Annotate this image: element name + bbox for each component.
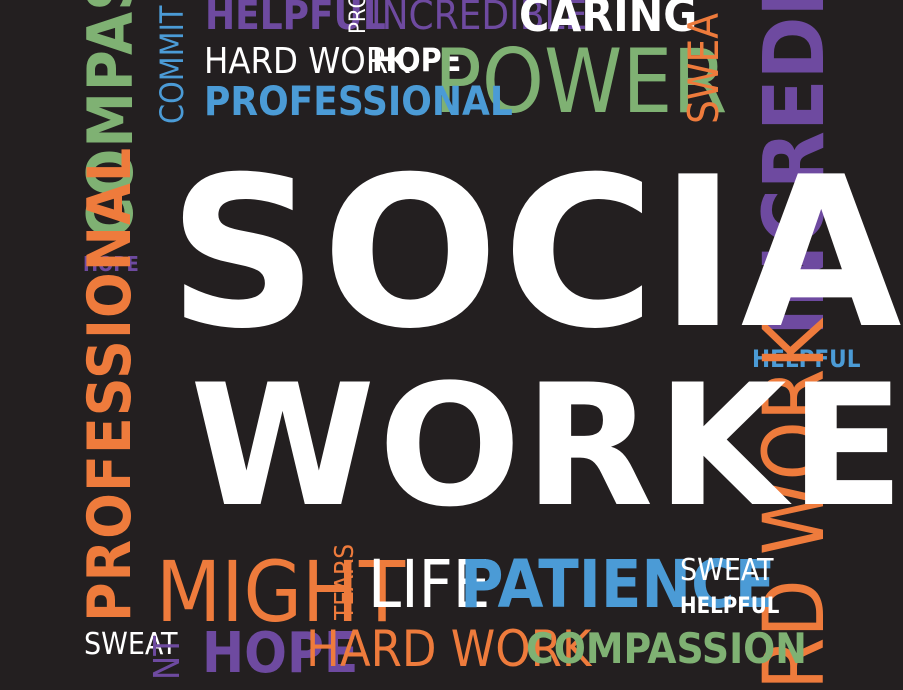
word-power-top: POWER [434,30,728,133]
word-nt-bottom: NT [147,636,188,680]
word-commit-top: COMMIT [153,5,191,124]
word-hope-bottom: HOPE [202,621,359,686]
word-life-bottom: LIFE [368,546,491,623]
word-sweat-bottom-left: SWEAT [84,627,178,662]
word-sweat-bottom: SWEAT [680,553,774,588]
word-caring-top: CARING [519,0,698,42]
word-hope-left: HOPE [83,252,139,276]
word-hard-work-bottom: HARD WORK [306,620,592,678]
word-pro-top: PRO [346,0,371,34]
word-hard-work-top: HARD WORK [204,41,410,82]
word-patience-bottom: PATIENCE [460,546,776,623]
word-sweat-right: SWEA [679,12,728,124]
word-hope-top: HOPE [372,41,462,79]
word-helpful-bottom: HELPFUL [680,594,780,619]
word-professional-top: PROFESSIONAL [204,79,513,125]
word-might-bottom: MIGHT [156,543,406,641]
word-incredible-top: INCREDIBLE [371,0,588,39]
title-social: SOCIAL [168,133,903,375]
word-compassion-bottom: COMPASSION [526,624,807,673]
word-helpful-right: HELPFUL [752,345,861,373]
word-helpful-top: HELPFUL [205,0,386,39]
word-tears-bottom: TEARS [330,543,360,620]
title-worker: WORKER [190,348,903,544]
word-professional-left: PROFESSIONAL [75,146,145,622]
